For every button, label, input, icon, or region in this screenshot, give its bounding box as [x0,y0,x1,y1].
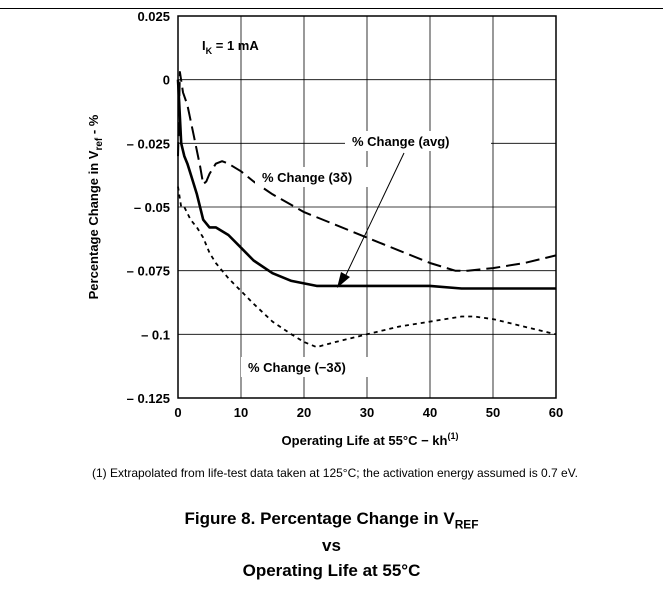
series-minus3-line [177,186,557,349]
y-tick-label: – 0.1 [141,327,170,342]
avg-series-label: % Change (avg) [352,134,450,149]
y-tick-label: – 0.05 [134,200,170,215]
footnote: (1) Extrapolated from life-test data tak… [92,466,578,480]
x-tick-label: 10 [234,405,248,420]
y-tick-label: 0.025 [137,9,170,24]
y-tick-label: – 0.025 [127,136,170,151]
avg-callout-arrowhead [337,272,350,288]
avg-callout-leader [344,152,405,278]
grid [177,15,557,399]
caption-line3: Operating Life at 55°C [242,561,421,580]
caption-subscript: REF [454,517,479,532]
series-plus3-line [177,71,557,272]
minus3-label-bg [241,357,375,377]
x-tick-label: 40 [423,405,437,420]
x-tick-label: 0 [174,405,181,420]
x-axis-title: Operating Life at 55°C − kh(1) [282,431,459,448]
top-rule [0,8,663,9]
series-layer [176,71,557,349]
x-tick-label: 30 [360,405,374,420]
x-tick-label: 50 [486,405,500,420]
condition-label: IK = 1 mA [202,38,259,56]
plus3-series-label: % Change (3δ) [262,170,352,185]
tick-labels: 0.025 0 – 0.025 – 0.05 – 0.075 – 0.1 – 0.125 0 1… [127,9,564,420]
life-drift-chart: 0.025 0 – 0.025 – 0.05 – 0.075 – 0.1 – 0.125 0 1… [86,9,564,448]
x-tick-label: 20 [297,405,311,420]
plus3-label-bg [255,167,381,187]
x-tick-label: 60 [549,405,563,420]
plot-frame [177,15,557,399]
avg-label-bg [345,131,491,151]
y-tick-label: 0 [163,73,170,88]
y-tick-label: – 0.075 [127,264,170,279]
y-tick-label: – 0.125 [127,391,170,406]
caption-line1: Figure 8. Percentage Change in V [184,509,455,528]
minus3-series-label: % Change (−3δ) [248,360,346,375]
caption-vs: vs [322,536,341,555]
y-axis-title: Percentage Change in Vref - % [86,114,105,299]
figure-caption: Figure 8. Percentage Change in VREF [0,509,663,531]
series-avg-line [176,79,556,290]
